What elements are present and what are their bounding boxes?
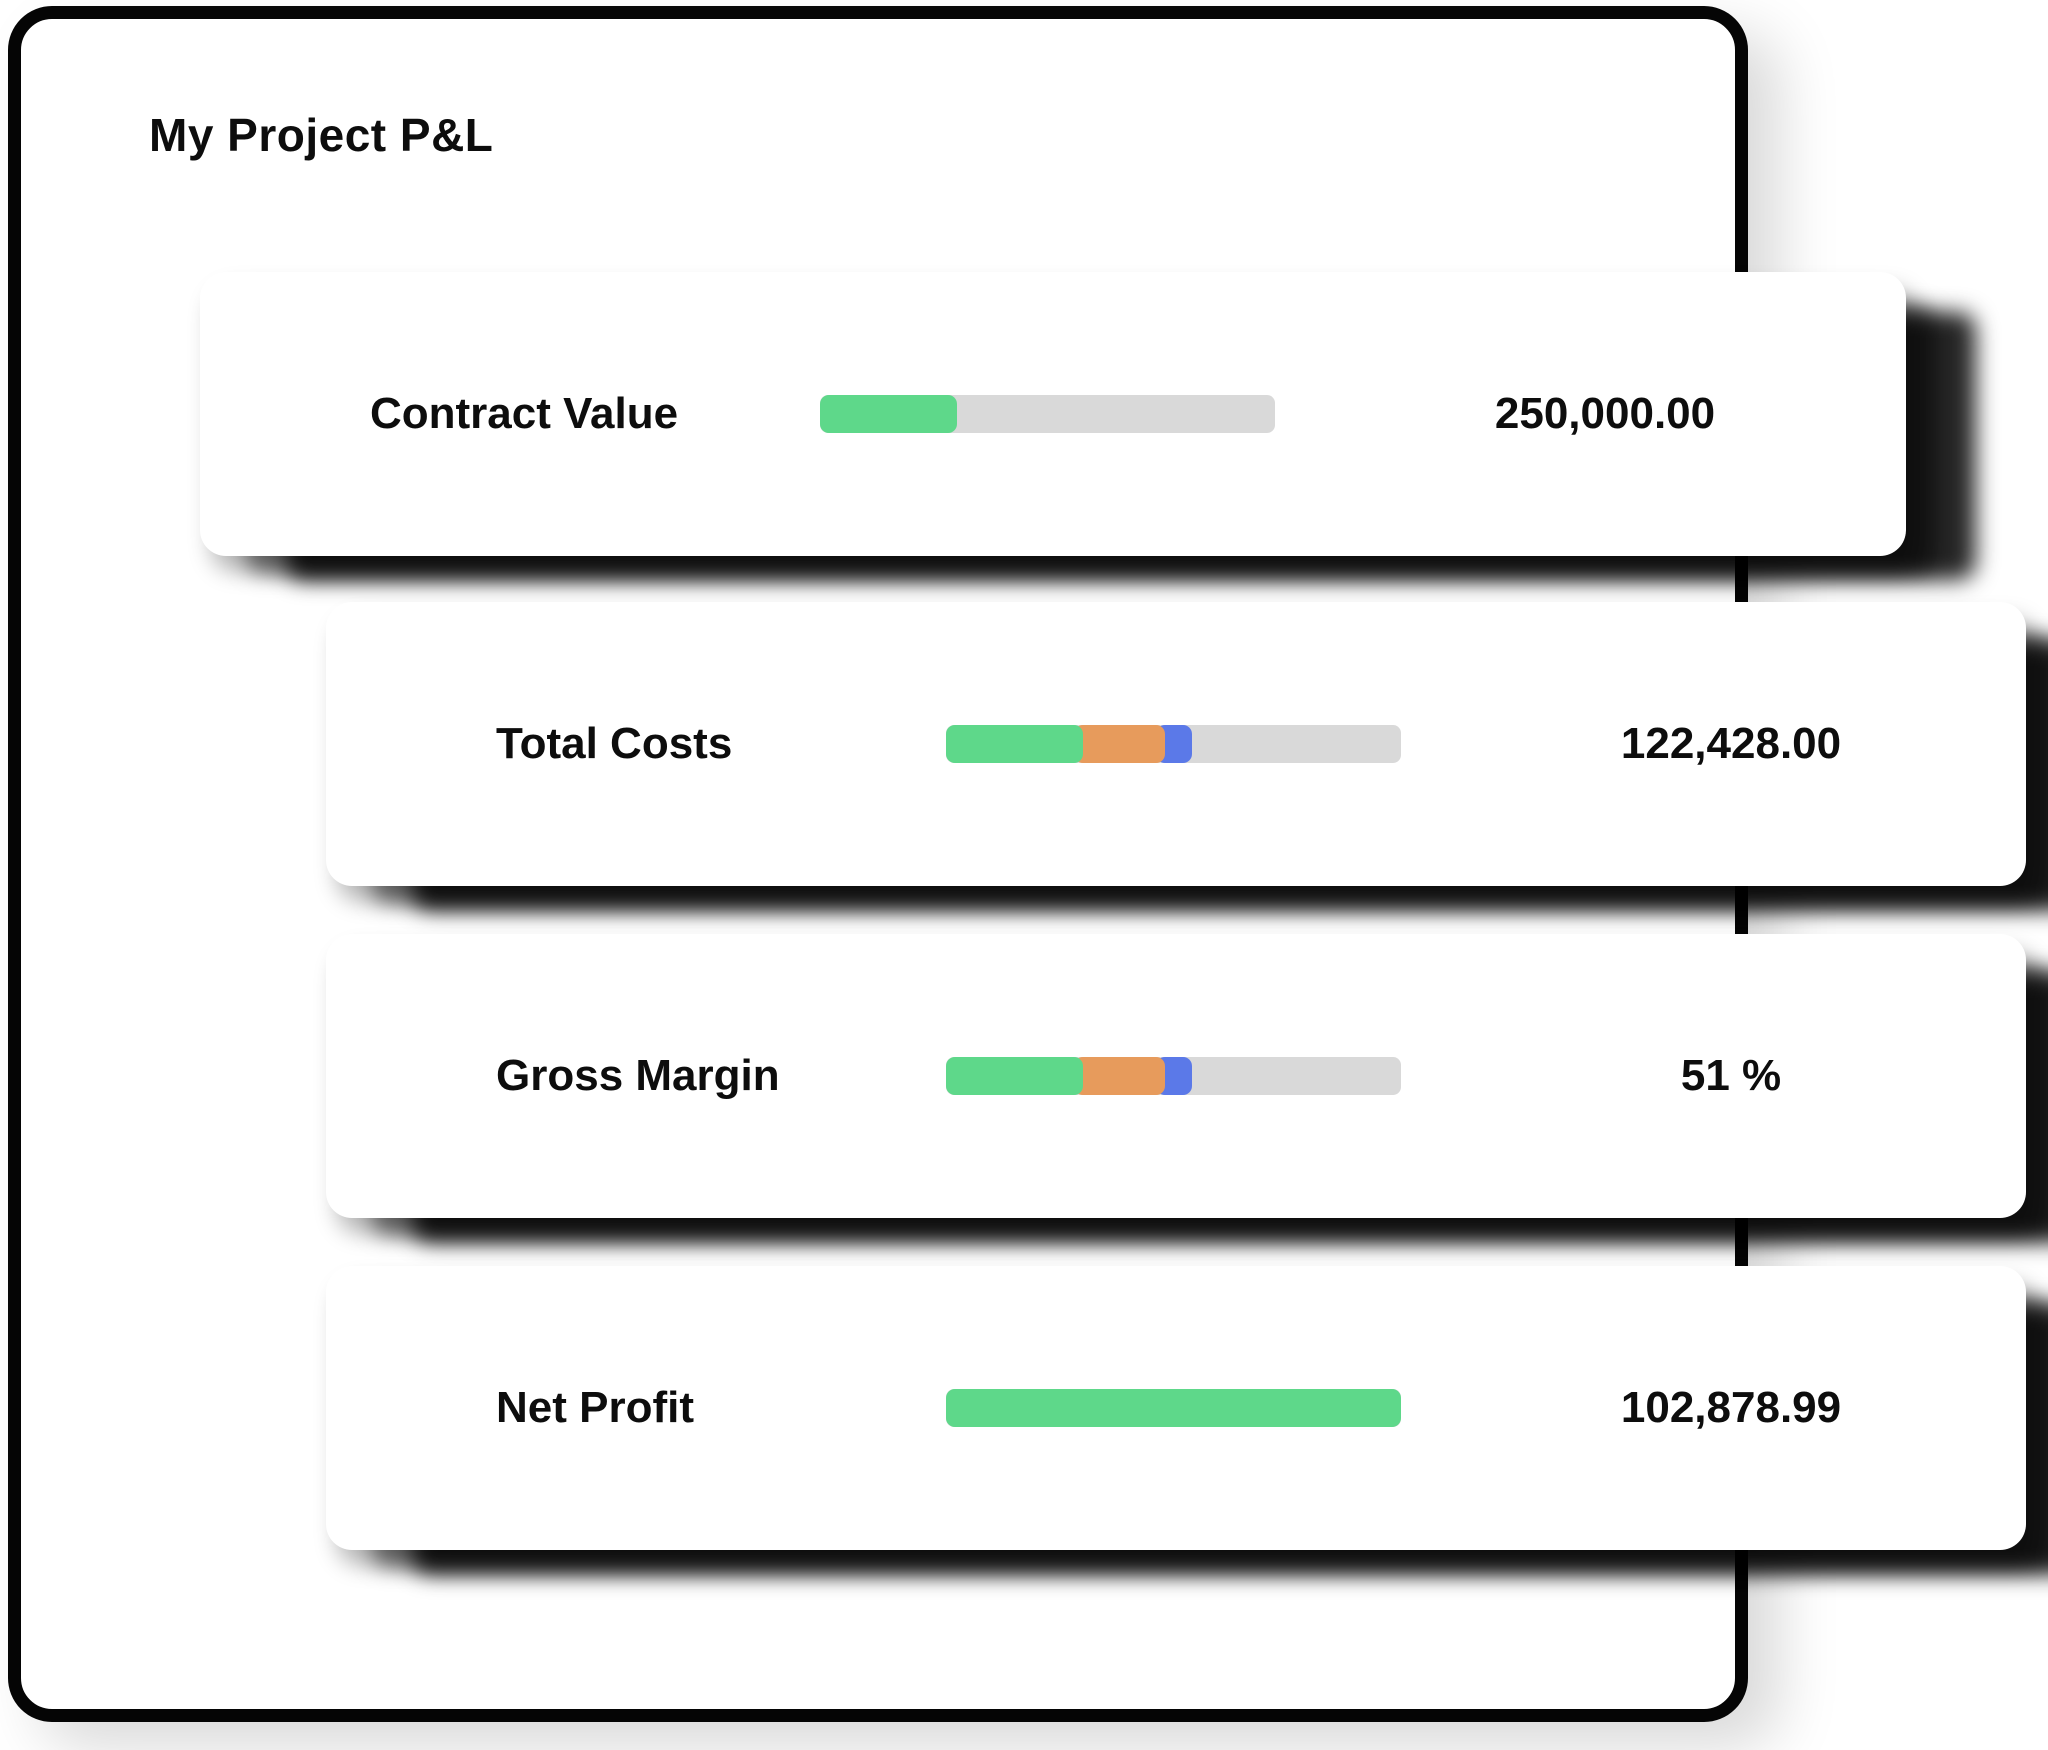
orange-bar-segment bbox=[1073, 1057, 1165, 1095]
metric-value: 122,428.00 bbox=[1620, 719, 1842, 768]
page-title: My Project P&L bbox=[149, 109, 494, 161]
metric-label: Total Costs bbox=[496, 719, 733, 768]
metric-row-contract-value: Contract Value 250,000.00 bbox=[200, 272, 1906, 556]
metric-value: 102,878.99 bbox=[1620, 1383, 1842, 1432]
progress-bar-gross-margin bbox=[946, 1057, 1401, 1095]
metric-label: Gross Margin bbox=[496, 1051, 780, 1100]
orange-bar-segment bbox=[1073, 725, 1165, 763]
green-bar-segment bbox=[946, 725, 1083, 763]
metric-row-gross-margin: Gross Margin 51 % bbox=[326, 934, 2026, 1218]
metric-value: 250,000.00 bbox=[1494, 389, 1716, 438]
metric-row-total-costs: Total Costs 122,428.00 bbox=[326, 602, 2026, 886]
progress-bar-total-costs bbox=[946, 725, 1401, 763]
metric-row-net-profit: Net Profit 102,878.99 bbox=[326, 1266, 2026, 1550]
green-bar-segment bbox=[946, 1389, 1401, 1427]
progress-bar-contract-value bbox=[820, 395, 1275, 433]
green-bar-segment bbox=[946, 1057, 1083, 1095]
green-bar-segment bbox=[820, 395, 957, 433]
progress-bar-net-profit bbox=[946, 1389, 1401, 1427]
metric-value: 51 % bbox=[1680, 1051, 1782, 1100]
metric-label: Net Profit bbox=[496, 1383, 694, 1432]
metric-label: Contract Value bbox=[370, 389, 679, 438]
